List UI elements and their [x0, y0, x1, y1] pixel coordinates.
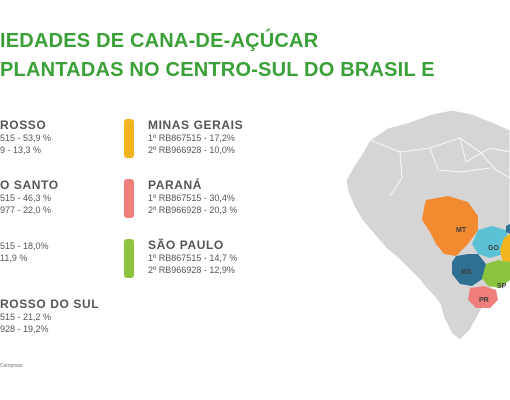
state-mg: [500, 234, 510, 264]
state-name: MINAS GERAIS: [148, 118, 244, 132]
first-variety: 1º RB867515 - 14,7 %: [148, 253, 238, 263]
source-note: Campinas: [0, 363, 23, 369]
state-name: ROSSO DO SUL: [0, 297, 100, 311]
first-variety: 1º RB867515 - 30,4%: [148, 193, 235, 203]
state-borders: [369, 137, 510, 197]
state-parana: PARANÁ 1º RB867515 - 30,4% 2º RB966928 -…: [124, 178, 238, 218]
label-sp: SP: [497, 283, 507, 290]
state-minas-gerais: MINAS GERAIS 1º RB867515 - 17,2% 2º RB96…: [124, 118, 244, 158]
label-pr: PR: [479, 297, 489, 304]
second-variety: 2º RB966928 - 12,9%: [148, 265, 235, 275]
state-sp: [482, 260, 510, 288]
state-ms: [452, 254, 486, 286]
first-variety: 515 - 21,2 %: [0, 312, 52, 322]
state-name: O SANTO: [0, 178, 59, 192]
state-espirito-santo: O SANTO 515 - 46,3 % 977 - 22,0 %: [0, 178, 59, 216]
state-goias: 515 - 18,0% 11,9 %: [0, 240, 49, 264]
state-pr: [468, 286, 498, 308]
title-line-2: PLANTADAS NO CENTRO-SUL DO BRASIL E: [0, 59, 435, 81]
second-variety: 928 - 19,2%: [0, 324, 49, 334]
second-variety: 977 - 22,0 %: [0, 205, 52, 215]
first-variety: 515 - 53,9 %: [0, 133, 52, 143]
label-go: GO: [488, 245, 499, 252]
label-mt: MT: [456, 227, 467, 234]
state-es: [506, 224, 510, 234]
state-mato-grosso: ROSSO 515 - 53,9 % 9 - 13,3 %: [0, 118, 51, 156]
state-sao-paulo: SÃO PAULO 1º RB867515 - 14,7 % 2º RB9669…: [124, 238, 238, 278]
second-variety: 2º RB966928 - 10,0%: [148, 145, 235, 155]
first-variety: 1º RB867515 - 17,2%: [148, 133, 235, 143]
second-variety: 2º RB966928 - 20,3 %: [148, 205, 238, 215]
label-ms: MS: [461, 269, 472, 276]
title-line-1: IEDADES DE CANA-DE-AÇÚCAR: [0, 30, 319, 52]
second-variety: 9 - 13,3 %: [0, 145, 42, 155]
state-name: ROSSO: [0, 118, 47, 132]
minas-gerais-color-marker: [124, 119, 134, 158]
state-name: SÃO PAULO: [148, 238, 224, 252]
first-variety: 515 - 18,0%: [0, 241, 49, 251]
first-variety: 515 - 46,3 %: [0, 193, 52, 203]
brazil-map: MT GO MS SP PR: [345, 109, 510, 340]
second-variety: 11,9 %: [0, 253, 28, 263]
parana-color-marker: [124, 179, 134, 218]
state-name: PARANÁ: [148, 178, 203, 192]
sao-paulo-color-marker: [124, 239, 134, 278]
state-mt: [422, 196, 478, 256]
state-mato-grosso-do-sul: ROSSO DO SUL 515 - 21,2 % 928 - 19,2%: [0, 297, 99, 335]
